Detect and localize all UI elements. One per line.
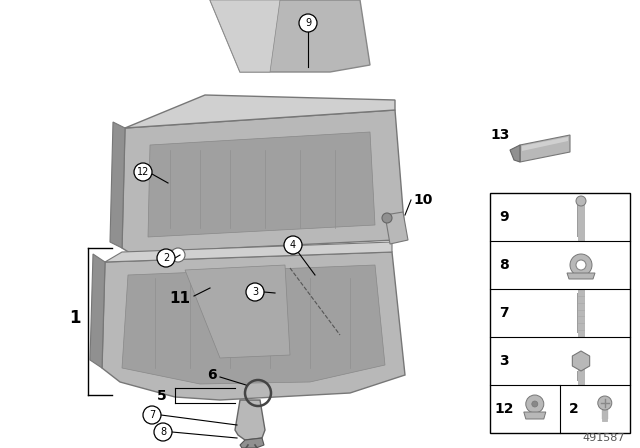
Text: 1: 1 [69,309,81,327]
Text: 10: 10 [413,193,433,207]
Circle shape [570,254,592,276]
Circle shape [246,283,264,301]
Circle shape [299,14,317,32]
Polygon shape [510,145,520,162]
Text: 6: 6 [207,368,217,382]
Text: 2: 2 [569,402,579,416]
Polygon shape [102,252,405,400]
Polygon shape [110,122,125,248]
Polygon shape [210,0,280,72]
Text: 12: 12 [137,167,149,177]
Circle shape [598,396,612,410]
Text: 12: 12 [494,402,514,416]
Polygon shape [240,438,264,448]
Polygon shape [185,265,290,358]
Polygon shape [524,412,546,419]
Polygon shape [522,137,568,151]
Circle shape [284,236,302,254]
Circle shape [134,163,152,181]
Circle shape [532,401,538,407]
Text: 5: 5 [157,389,167,403]
Polygon shape [385,212,408,244]
Polygon shape [90,254,105,368]
Text: 2: 2 [163,253,169,263]
Text: 8: 8 [499,258,509,272]
Text: 11: 11 [170,290,191,306]
Circle shape [576,196,586,206]
Text: 13: 13 [491,128,510,142]
Text: 491587: 491587 [582,433,625,443]
Polygon shape [235,400,265,440]
Polygon shape [210,0,370,72]
Circle shape [154,423,172,441]
Text: 3: 3 [252,287,258,297]
Circle shape [382,213,392,223]
Circle shape [576,260,586,270]
Circle shape [171,248,185,262]
Text: 8: 8 [160,427,166,437]
Text: 9: 9 [305,18,311,28]
Polygon shape [122,110,405,253]
Bar [490,193,630,433]
Text: 7: 7 [499,306,509,320]
Polygon shape [105,242,392,262]
Polygon shape [148,132,375,237]
Circle shape [143,406,161,424]
Text: 7: 7 [149,410,155,420]
Text: 4: 4 [290,240,296,250]
Text: 3: 3 [499,354,509,368]
Polygon shape [520,135,570,162]
Text: 9: 9 [499,210,509,224]
Polygon shape [125,95,395,128]
Polygon shape [122,265,385,384]
Circle shape [157,249,175,267]
Circle shape [526,395,544,413]
Polygon shape [572,351,589,371]
Polygon shape [567,273,595,279]
Circle shape [287,242,299,254]
